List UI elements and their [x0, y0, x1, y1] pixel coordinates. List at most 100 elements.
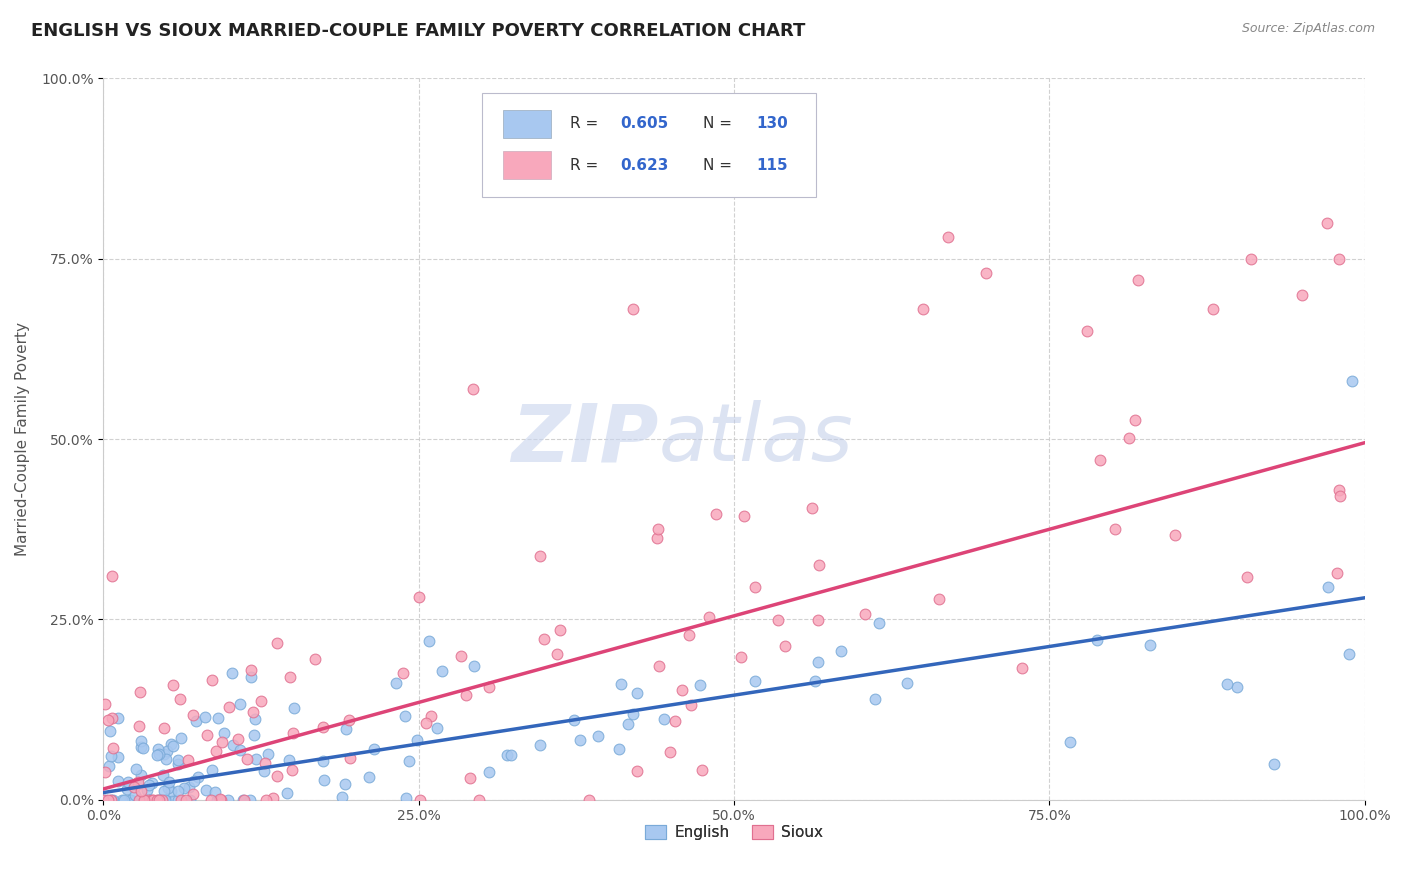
Point: [170, 793, 193, 807]
Point: [128, 793, 150, 807]
Point: [425, 721, 447, 735]
Point: [626, 686, 648, 700]
Point: [153, 747, 176, 761]
FancyBboxPatch shape: [503, 111, 551, 137]
Point: [93, 793, 115, 807]
Point: [240, 670, 263, 684]
Point: [162, 678, 184, 692]
Point: [243, 728, 266, 742]
Point: [249, 694, 271, 708]
Point: [101, 711, 124, 725]
Point: [461, 383, 484, 397]
Point: [1088, 452, 1111, 467]
Point: [207, 710, 229, 724]
Point: [217, 793, 239, 807]
Point: [212, 726, 235, 740]
Point: [1202, 302, 1225, 317]
FancyBboxPatch shape: [503, 152, 551, 178]
Point: [529, 739, 551, 753]
Point: [454, 688, 477, 702]
Point: [912, 302, 935, 317]
Text: 130: 130: [756, 117, 789, 131]
Point: [800, 501, 823, 516]
Point: [648, 659, 671, 673]
Point: [312, 754, 335, 768]
Point: [586, 730, 609, 744]
Point: [124, 788, 146, 802]
Point: [101, 569, 124, 583]
Point: [209, 792, 232, 806]
Point: [141, 793, 163, 807]
Point: [690, 763, 713, 777]
Point: [195, 728, 218, 742]
Point: [204, 785, 226, 799]
Point: [679, 698, 702, 713]
Point: [266, 768, 288, 782]
Point: [1329, 483, 1351, 498]
Point: [167, 793, 190, 807]
Point: [546, 648, 568, 662]
Point: [335, 722, 357, 736]
Point: [304, 652, 326, 666]
Point: [406, 733, 429, 747]
Point: [150, 793, 173, 807]
Point: [201, 673, 224, 688]
Point: [744, 673, 766, 688]
Point: [1226, 680, 1249, 694]
Point: [174, 793, 197, 807]
Point: [148, 793, 170, 807]
Text: 115: 115: [756, 158, 789, 172]
Point: [233, 793, 256, 807]
Point: [562, 714, 585, 728]
Point: [395, 790, 418, 805]
Point: [205, 793, 228, 807]
Text: N =: N =: [703, 158, 737, 172]
Point: [124, 780, 146, 795]
Point: [117, 775, 139, 789]
Point: [744, 580, 766, 594]
Point: [415, 716, 437, 731]
Point: [156, 781, 179, 796]
Point: [218, 700, 240, 714]
Point: [254, 793, 277, 807]
Point: [363, 742, 385, 756]
Point: [621, 707, 644, 722]
Text: 0.605: 0.605: [620, 117, 669, 131]
Text: ZIP: ZIP: [510, 401, 658, 478]
Point: [139, 793, 162, 807]
Point: [170, 731, 193, 745]
Point: [418, 633, 440, 648]
Point: [283, 701, 305, 715]
Point: [1337, 647, 1360, 661]
Point: [129, 739, 152, 754]
Point: [398, 754, 420, 768]
Point: [148, 793, 170, 807]
Point: [93, 764, 115, 779]
Point: [1316, 216, 1339, 230]
Y-axis label: Married-Couple Family Poverty: Married-Couple Family Poverty: [15, 322, 30, 556]
Point: [129, 685, 152, 699]
Point: [93, 793, 115, 807]
Point: [430, 664, 453, 678]
Point: [1326, 566, 1348, 581]
Point: [1126, 273, 1149, 287]
Point: [697, 610, 720, 624]
Point: [626, 764, 648, 778]
Point: [804, 674, 827, 689]
Point: [103, 793, 125, 807]
Point: [169, 692, 191, 706]
Point: [578, 793, 600, 807]
Point: [205, 744, 228, 758]
Point: [647, 522, 669, 536]
Point: [98, 724, 121, 739]
Point: [236, 752, 259, 766]
Point: [181, 788, 204, 802]
Point: [450, 649, 472, 664]
Point: [496, 747, 519, 762]
Point: [733, 509, 755, 524]
Point: [501, 748, 523, 763]
Point: [200, 793, 222, 807]
Point: [335, 777, 357, 791]
Point: [179, 793, 201, 807]
Point: [808, 558, 831, 572]
